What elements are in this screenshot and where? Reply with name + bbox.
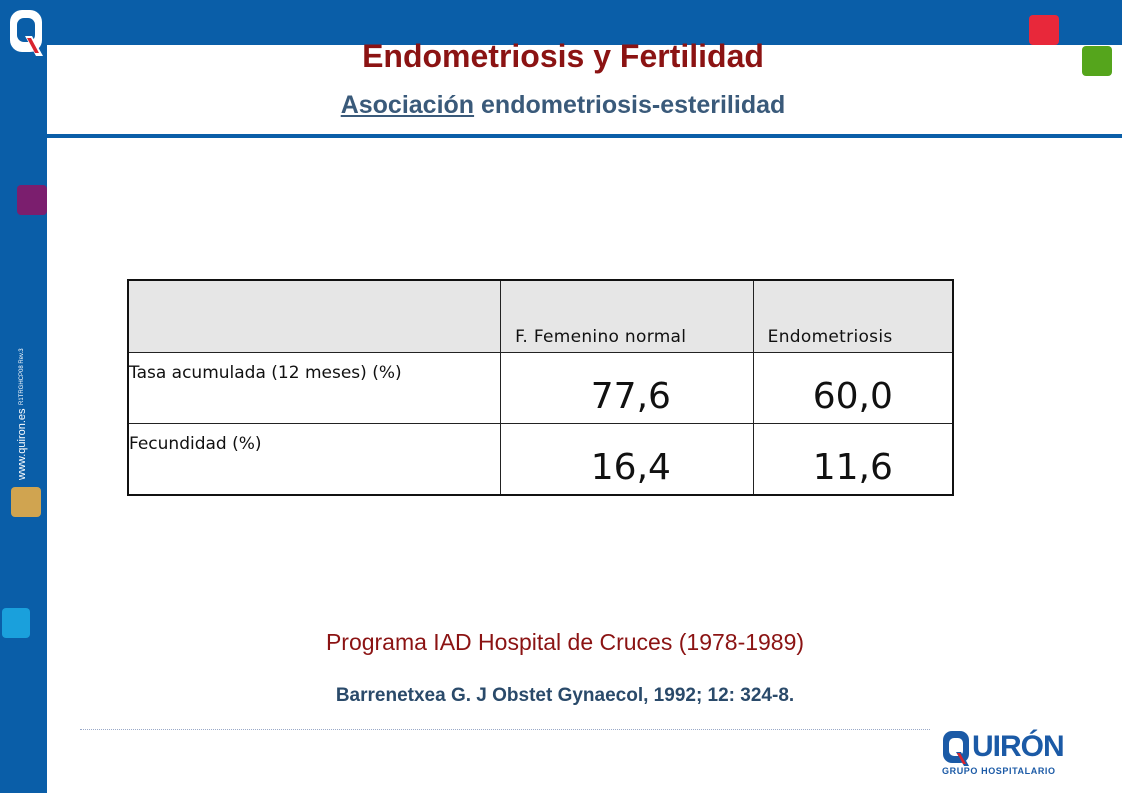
table-header-empty [127,279,502,353]
red-square-decoration [1029,15,1059,45]
page-title: Endometriosis y Fertilidad [362,38,764,74]
brand-q-icon [943,731,969,766]
header-divider [47,134,1122,138]
data-table: F. Femenino normal Endometriosis Tasa ac… [127,279,954,496]
side-url-text: www.quiron.es R1TRGHCP08 Rev.3 [16,349,46,480]
top-frame-bar [0,0,1122,45]
cell-value: 77,6 [500,352,754,424]
brand-name: UIRÓN [972,730,1065,763]
cell-value: 60,0 [752,352,954,424]
brand-tagline: GRUPO HOSPITALARIO [942,766,1056,776]
left-frame-bar [0,0,47,793]
row-label-fecundity: Fecundidad (%) [127,423,502,496]
header-area [47,45,1122,135]
subtitle-underlined-word: Asociación [340,91,475,119]
website-url: www.quiron.es [16,408,28,480]
quiron-brand-logo: UIRÓN GRUPO HOSPITALARIO [942,728,1072,780]
table-row: Tasa acumulada (12 meses) (%) 77,6 60,0 [127,352,954,424]
table-row: Fecundidad (%) 16,4 11,6 [127,423,954,496]
quiron-q-logo-icon [10,10,43,56]
cell-value: 11,6 [752,423,954,496]
document-code: R1TRGHCP08 Rev.3 [19,348,25,406]
page-subtitle: Asociación endometriosis-esterilidad [180,91,946,120]
cell-value: 16,4 [500,423,754,496]
purple-square-decoration [17,185,47,215]
table-header-row: F. Femenino normal Endometriosis [127,279,954,353]
column-header-normal: F. Femenino normal [500,279,754,353]
cyan-square-decoration [2,608,30,638]
program-caption: Programa IAD Hospital de Cruces (1978-19… [325,629,805,655]
footer-divider [80,729,930,730]
green-square-decoration [1082,46,1112,76]
subtitle-rest: endometriosis-esterilidad [474,91,786,119]
column-header-endometriosis: Endometriosis [752,279,954,353]
gold-square-decoration [11,487,41,517]
citation-text: Barrenetxea G. J Obstet Gynaecol, 1992; … [335,685,795,706]
row-label-cumulative-rate: Tasa acumulada (12 meses) (%) [127,352,502,424]
